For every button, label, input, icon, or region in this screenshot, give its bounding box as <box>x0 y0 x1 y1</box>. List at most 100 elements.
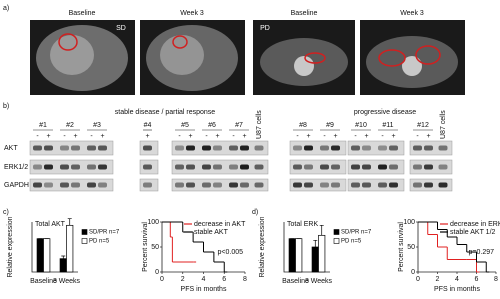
blot-band <box>304 182 313 188</box>
blot-strip <box>139 178 159 192</box>
lane-label: - <box>416 133 419 140</box>
legend-label: SD/PR n=7 <box>89 230 120 236</box>
blot-band <box>378 164 387 170</box>
blot-band <box>60 145 69 151</box>
bar <box>66 224 74 273</box>
legend-label: stable AKT <box>194 229 229 236</box>
legend-swatch <box>81 229 88 235</box>
x-tick-label: 6 <box>222 276 226 283</box>
x-tick-label: 2 <box>181 276 185 283</box>
panel-label: c) <box>3 209 9 216</box>
y-axis-label: Percent survival <box>398 222 405 272</box>
blot-band <box>202 182 211 188</box>
blot-band <box>413 182 422 188</box>
x-tick-label: 0 <box>416 276 420 283</box>
x-tick-label: 4 <box>455 276 459 283</box>
control-label: U87 cells <box>256 110 263 139</box>
x-tick-label: 6 <box>475 276 479 283</box>
lane-label: + <box>333 133 337 140</box>
blot-strip <box>29 178 114 192</box>
legend-swatch <box>333 229 340 235</box>
x-tick-label: 8 <box>243 276 247 283</box>
blot-band <box>202 164 211 170</box>
bar <box>295 238 303 273</box>
blot-band <box>438 164 448 170</box>
blot-band <box>304 145 313 151</box>
patient-label: #2 <box>66 122 74 129</box>
lane-label: - <box>354 133 357 140</box>
x-tick-label: 4 <box>202 276 206 283</box>
image-label: Week 3 <box>400 10 424 17</box>
y-tick-label: 0 <box>155 269 159 276</box>
legend-label: PD n=5 <box>89 239 110 245</box>
bar <box>318 234 326 273</box>
blot-band <box>254 145 264 151</box>
bar <box>288 238 296 273</box>
lane-label: + <box>215 133 219 140</box>
blot-strip <box>347 159 405 175</box>
lane-label: + <box>426 133 430 140</box>
blot-band <box>351 182 360 188</box>
blot-band <box>240 164 249 170</box>
blot-strip <box>289 159 347 175</box>
chart-title: Total AKT <box>35 221 66 228</box>
blot-band <box>293 145 302 151</box>
bar <box>59 258 67 273</box>
blot-band <box>33 145 42 151</box>
blot-band <box>413 145 422 151</box>
patient-label: #8 <box>299 122 307 129</box>
blot-strip <box>171 178 269 192</box>
blot-band <box>362 145 371 151</box>
bar <box>311 246 319 273</box>
panel-label: b) <box>3 103 9 110</box>
blot-band <box>331 182 340 188</box>
blot-band <box>438 182 448 188</box>
blot-band <box>351 164 360 170</box>
patient-label: #4 <box>144 122 152 129</box>
blot-band <box>240 182 249 188</box>
blot-band <box>331 145 340 151</box>
blot-band <box>378 145 387 151</box>
blot-band <box>254 182 264 188</box>
blot-band <box>186 145 195 151</box>
blot-band <box>186 182 195 188</box>
x-tick-label: Baseline <box>282 278 309 285</box>
blot-band <box>98 164 107 170</box>
blot-band <box>98 145 107 151</box>
x-tick-label: 3 Weeks <box>305 278 333 285</box>
blot-strip <box>347 140 405 156</box>
blot-band <box>202 145 211 151</box>
blot-band <box>44 164 53 170</box>
blot-strip <box>171 140 269 156</box>
lane-label: + <box>145 133 149 140</box>
panel-label: a) <box>3 5 9 12</box>
error-bar <box>313 239 318 247</box>
y-tick-label: 100 <box>403 219 415 226</box>
blot-strip <box>347 178 405 192</box>
blot-band <box>175 164 184 170</box>
blot-band <box>44 182 53 188</box>
patient-label: #1 <box>39 122 47 129</box>
blot-band <box>33 182 42 188</box>
patient-label: #9 <box>326 122 334 129</box>
error-bar <box>319 224 324 236</box>
blot-band <box>87 164 96 170</box>
blot-band <box>362 182 371 188</box>
y-tick-label: 50 <box>151 244 159 251</box>
x-tick-label: 3 Weeks <box>53 278 81 285</box>
y-tick-label: 0 <box>411 269 415 276</box>
blot-band <box>71 145 80 151</box>
lane-label: - <box>323 133 326 140</box>
image-label: Baseline <box>291 10 318 17</box>
lane-label: + <box>100 133 104 140</box>
p-value: p=0.297 <box>469 249 495 256</box>
blot-band <box>60 182 69 188</box>
lane-label: + <box>46 133 50 140</box>
lane-label: - <box>296 133 299 140</box>
blot-band <box>229 164 238 170</box>
patient-label: #11 <box>382 122 393 129</box>
blot-band <box>389 164 398 170</box>
blot-band <box>213 182 222 188</box>
blot-band <box>175 182 184 188</box>
